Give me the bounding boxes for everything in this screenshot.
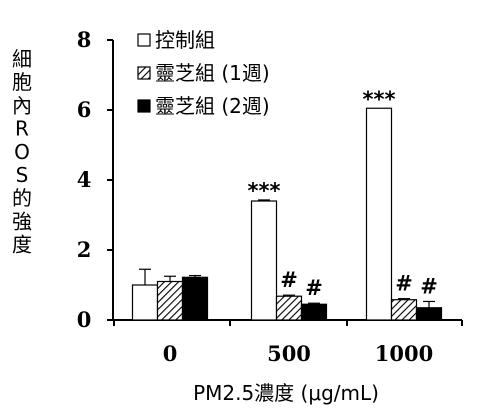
bar xyxy=(300,303,328,321)
x-axis-label: PM2.5濃度 (μg/mL) xyxy=(193,381,379,405)
y-axis-label-char: 強 xyxy=(12,209,32,233)
y-axis-label-char: 的 xyxy=(12,186,32,210)
bar xyxy=(156,280,184,321)
y-axis-label-char: 內 xyxy=(12,93,32,117)
bar xyxy=(390,299,418,321)
y-tick-label: 4 xyxy=(77,167,92,192)
x-tick-label: 500 xyxy=(267,341,311,366)
y-axis-label-char: 細 xyxy=(12,47,32,71)
y-tick-label: 6 xyxy=(77,97,92,122)
bars: *** *** # # # # xyxy=(131,87,443,321)
bar xyxy=(250,200,278,321)
bar xyxy=(131,284,159,321)
bar xyxy=(415,307,443,321)
significance-mark: # xyxy=(420,274,438,298)
y-tick-label: 2 xyxy=(77,237,92,262)
y-axis-label-char: 胞 xyxy=(12,70,32,94)
significance-mark: # xyxy=(305,276,323,300)
legend-swatch xyxy=(137,66,151,80)
legend-label: 靈芝組 (2週) xyxy=(155,94,270,118)
significance-mark: *** xyxy=(248,179,281,203)
x-tick-label: 1000 xyxy=(375,341,433,366)
legend-swatch xyxy=(137,33,151,47)
legend-label: 靈芝組 (1週) xyxy=(155,61,270,85)
bar xyxy=(275,295,303,321)
y-axis-label-char: O xyxy=(14,140,30,164)
legend-label: 控制組 xyxy=(155,28,215,52)
bar xyxy=(365,107,393,321)
y-axis-label-char: 度 xyxy=(12,233,32,257)
y-tick-label: 0 xyxy=(77,307,92,332)
y-tick-label: 8 xyxy=(77,27,92,52)
x-tick-label: 0 xyxy=(163,341,178,366)
y-axis-label-char: S xyxy=(16,163,29,187)
significance-mark: # xyxy=(395,272,413,296)
significance-mark: # xyxy=(280,268,298,292)
legend-swatch xyxy=(137,99,151,113)
bar xyxy=(181,276,209,321)
y-axis-label-char: R xyxy=(15,117,29,141)
significance-mark: *** xyxy=(363,87,396,111)
